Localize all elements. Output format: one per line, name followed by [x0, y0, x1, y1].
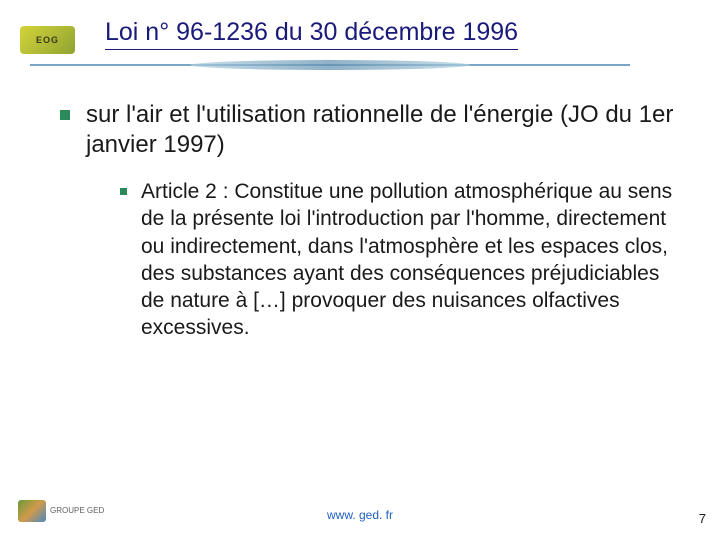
groupe-ged-logo-icon	[18, 500, 46, 522]
footer-logo-label: GROUPE GED	[50, 507, 104, 516]
bullet-level1: sur l'air et l'utilisation rationnelle d…	[60, 100, 680, 160]
page-number: 7	[699, 511, 706, 526]
footer-logo: GROUPE GED	[18, 500, 104, 522]
square-bullet-icon	[120, 188, 127, 195]
title-divider	[30, 60, 630, 70]
slide-content: sur l'air et l'utilisation rationnelle d…	[0, 70, 720, 342]
slide-title: Loi n° 96-1236 du 30 décembre 1996	[105, 18, 518, 50]
footer-url: www. ged. fr	[327, 508, 393, 522]
level2-text: Article 2 : Constitue une pollution atmo…	[141, 178, 680, 342]
square-bullet-icon	[60, 110, 70, 120]
header: EOG Loi n° 96-1236 du 30 décembre 1996	[0, 0, 720, 54]
eog-logo: EOG	[20, 26, 75, 54]
level1-text: sur l'air et l'utilisation rationnelle d…	[86, 100, 680, 160]
bullet-level2: Article 2 : Constitue une pollution atmo…	[120, 178, 680, 342]
